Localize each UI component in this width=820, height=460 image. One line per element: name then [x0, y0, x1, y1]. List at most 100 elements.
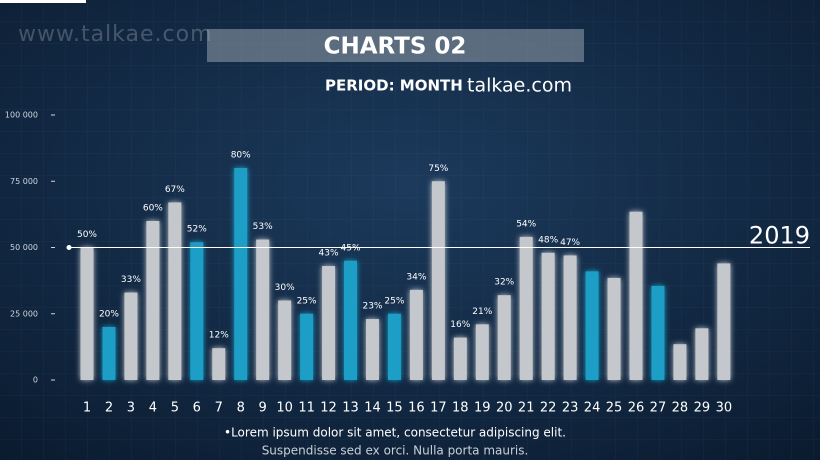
bar	[409, 289, 423, 380]
x-tick-label: 18	[452, 401, 469, 416]
x-tick-label: 6	[193, 401, 201, 416]
value-label: 33%	[121, 275, 141, 285]
value-label: 25%	[297, 296, 317, 306]
corner-bar	[0, 0, 86, 3]
title-box	[207, 29, 584, 62]
x-tick-label: 14	[364, 401, 381, 416]
value-label: 67%	[165, 185, 185, 195]
bar	[80, 247, 94, 380]
bar	[563, 255, 577, 380]
x-tick-label: 12	[320, 401, 337, 416]
subtitle: PERIOD: MONTH	[325, 77, 463, 95]
value-label: 30%	[275, 283, 295, 293]
x-tick-label: 20	[496, 401, 513, 416]
reference-dot	[66, 245, 72, 250]
watermark: www.talkae.com	[18, 22, 213, 47]
bar	[344, 260, 358, 380]
reference-label: 2019	[749, 222, 810, 250]
value-label: 53%	[253, 222, 273, 232]
bar	[300, 313, 314, 380]
bar	[124, 292, 138, 380]
bar	[256, 239, 270, 380]
bar	[146, 221, 160, 380]
bar	[365, 319, 379, 380]
x-tick-label: 28	[672, 401, 689, 416]
x-tick-label: 9	[259, 401, 267, 416]
x-tick-label: 16	[408, 401, 425, 416]
x-tick-label: 29	[694, 401, 711, 416]
value-label: 12%	[209, 331, 229, 341]
y-tick-label: 50 000	[10, 243, 38, 252]
bar	[695, 328, 709, 380]
x-tick-label: 5	[171, 401, 179, 416]
x-tick-label: 17	[430, 401, 447, 416]
x-tick-label: 27	[650, 401, 667, 416]
bar	[541, 252, 555, 380]
value-label: 32%	[494, 278, 514, 288]
x-tick-label: 7	[215, 401, 223, 416]
footnote: Suspendisse sed ex orci. Nulla porta mau…	[262, 444, 529, 458]
y-tick-label: 0	[33, 376, 38, 385]
site: talkae.com	[467, 75, 572, 97]
x-tick-label: 10	[276, 401, 293, 416]
bar	[651, 285, 665, 380]
value-label: 45%	[341, 243, 361, 253]
x-tick-label: 1	[83, 401, 91, 416]
x-tick-label: 15	[386, 401, 403, 416]
bar	[190, 242, 204, 380]
value-label: 47%	[560, 238, 580, 248]
value-label: 16%	[450, 320, 470, 330]
bar	[168, 202, 182, 380]
x-tick-label: 19	[474, 401, 491, 416]
bar	[585, 271, 599, 380]
bar	[212, 348, 226, 380]
bar	[497, 295, 511, 380]
bar	[475, 324, 489, 380]
bar	[519, 236, 533, 380]
bar	[102, 327, 116, 380]
value-label: 50%	[77, 230, 97, 240]
bar	[278, 300, 292, 380]
value-label: 52%	[187, 225, 207, 235]
y-tick-label: 100 000	[5, 111, 38, 120]
x-tick-label: 23	[562, 401, 579, 416]
value-label: 21%	[472, 307, 492, 317]
bar	[717, 263, 731, 380]
value-label: 60%	[143, 204, 163, 214]
value-label: 43%	[319, 249, 339, 259]
x-tick-label: 25	[606, 401, 623, 416]
value-label: 25%	[384, 296, 404, 306]
y-tick-label: 25 000	[10, 309, 38, 318]
x-tick-label: 8	[237, 401, 245, 416]
bar	[453, 337, 467, 380]
x-tick-label: 30	[716, 401, 733, 416]
value-label: 34%	[406, 272, 426, 282]
bar	[322, 266, 336, 380]
x-tick-label: 11	[298, 401, 315, 416]
bar	[234, 168, 248, 380]
x-tick-label: 3	[127, 401, 135, 416]
chart-title: CHARTS 02	[324, 34, 467, 60]
value-label: 48%	[538, 235, 558, 245]
bar	[387, 313, 401, 380]
bar	[431, 181, 445, 380]
x-tick-label: 21	[518, 401, 535, 416]
x-tick-label: 4	[149, 401, 157, 416]
x-tick-label: 22	[540, 401, 557, 416]
value-label: 80%	[231, 151, 251, 161]
value-label: 75%	[428, 164, 448, 174]
value-label: 54%	[516, 219, 536, 229]
x-tick-label: 13	[342, 401, 359, 416]
x-tick-label: 26	[628, 401, 645, 416]
x-tick-label: 24	[584, 401, 601, 416]
bar	[629, 211, 643, 380]
value-label: 23%	[362, 302, 382, 312]
x-tick-label: 2	[105, 401, 113, 416]
bar	[607, 277, 621, 380]
bar	[673, 344, 687, 380]
value-label: 20%	[99, 310, 119, 320]
footnote: •Lorem ipsum dolor sit amet, consectetur…	[224, 426, 566, 440]
y-tick-label: 75 000	[10, 177, 38, 186]
